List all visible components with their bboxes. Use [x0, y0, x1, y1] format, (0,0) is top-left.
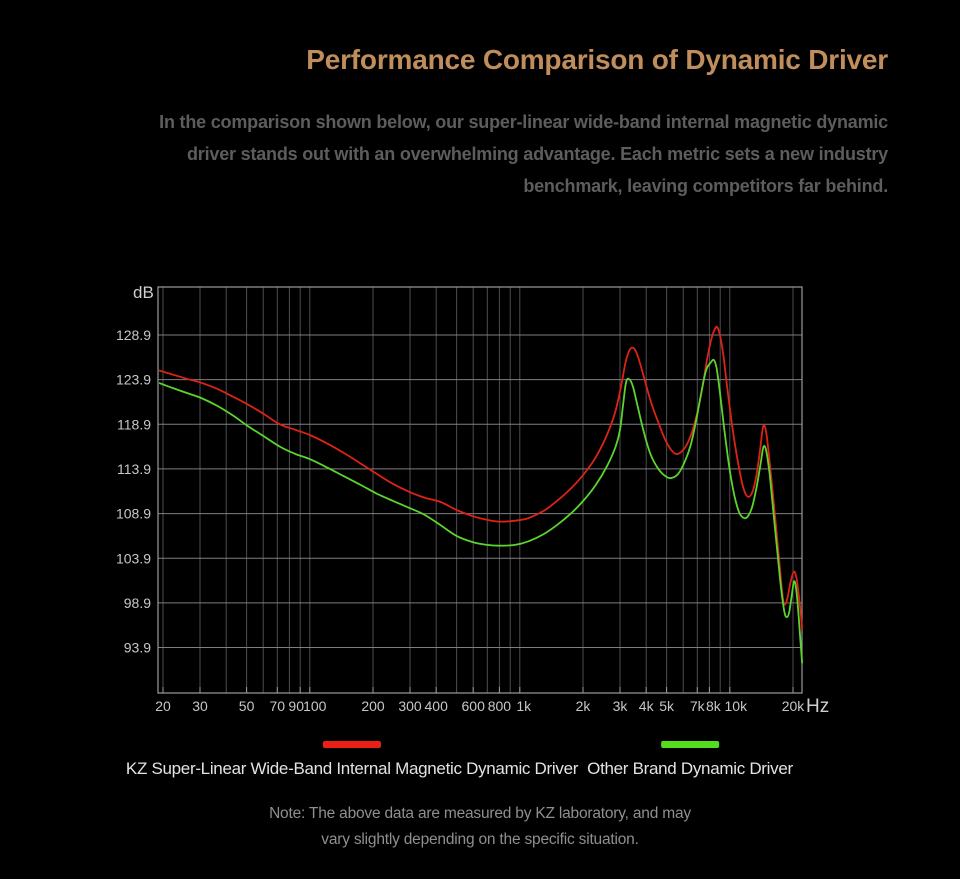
x-axis-unit-label: Hz	[806, 696, 830, 717]
legend-label-0: KZ Super-Linear Wide-Band Internal Magne…	[125, 759, 579, 778]
series-curve-1	[158, 358, 803, 664]
legend-label-1: Other Brand Dynamic Driver	[587, 759, 793, 778]
page-title: Performance Comparison of Dynamic Driver	[306, 44, 888, 75]
x-tick-label: 300	[398, 698, 422, 714]
y-tick-label: 128.9	[116, 327, 151, 343]
x-tick-label: 2k	[576, 698, 592, 714]
x-tick-label: 20	[155, 698, 171, 714]
x-tick-label: 200	[361, 698, 385, 714]
footnote-line-1: Note: The above data are measured by KZ …	[269, 805, 691, 822]
x-tick-label: 5k	[659, 698, 675, 714]
y-tick-label: 113.9	[117, 461, 151, 477]
x-tick-label: 600	[462, 698, 486, 714]
x-tick-label: 1k	[516, 698, 532, 714]
intro-line-2: driver stands out with an overwhelming a…	[187, 144, 888, 164]
y-tick-label: 98.9	[124, 595, 151, 611]
x-tick-label: 3k	[613, 698, 629, 714]
x-tick-label: 800	[488, 698, 512, 714]
y-axis-unit-label: dB	[133, 283, 154, 302]
intro-line-3: benchmark, leaving competitors far behin…	[523, 176, 888, 196]
y-tick-label: 118.9	[117, 416, 151, 432]
legend-item-0: KZ Super-Linear Wide-Band Internal Magne…	[126, 741, 578, 779]
footnote-line-2: vary slightly depending on the specific …	[321, 831, 639, 848]
y-tick-label: 93.9	[124, 640, 151, 656]
intro-line-1: In the comparison shown below, our super…	[159, 112, 888, 132]
x-tick-label: 4k	[639, 698, 655, 714]
legend-swatch-0	[323, 741, 381, 748]
intro-paragraph: In the comparison shown below, our super…	[159, 106, 888, 202]
x-tick-label: 400	[425, 698, 449, 714]
legend-swatch-1	[661, 741, 719, 748]
series-curve-0	[158, 325, 803, 631]
y-tick-label: 103.9	[116, 550, 151, 566]
x-tick-label: 70	[270, 698, 286, 714]
x-tick-label: 30	[192, 698, 208, 714]
chart-canvas: 128.9 123.9 118.9 113.9 108.9 103.9 98.9 93.9 20…	[116, 286, 806, 714]
y-tick-label: 123.9	[116, 372, 151, 388]
frequency-response-chart: 128.9 123.9 118.9 113.9 108.9 103.9 98.9 93.9 20…	[0, 260, 960, 720]
x-tick-label: 90	[288, 698, 304, 714]
y-tick-label: 108.9	[116, 506, 151, 522]
x-tick-label: 50	[239, 698, 255, 714]
x-tick-label: 20k	[782, 698, 806, 714]
legend-item-1: Other Brand Dynamic Driver	[587, 741, 793, 779]
x-tick-label: 7k	[690, 698, 706, 714]
x-tick-label: 10k	[725, 698, 749, 714]
plot-border	[157, 286, 803, 694]
footnote: Note: The above data are measured by KZ …	[269, 801, 691, 853]
x-tick-label: 8k	[706, 698, 722, 714]
x-tick-label: 100	[303, 698, 327, 714]
